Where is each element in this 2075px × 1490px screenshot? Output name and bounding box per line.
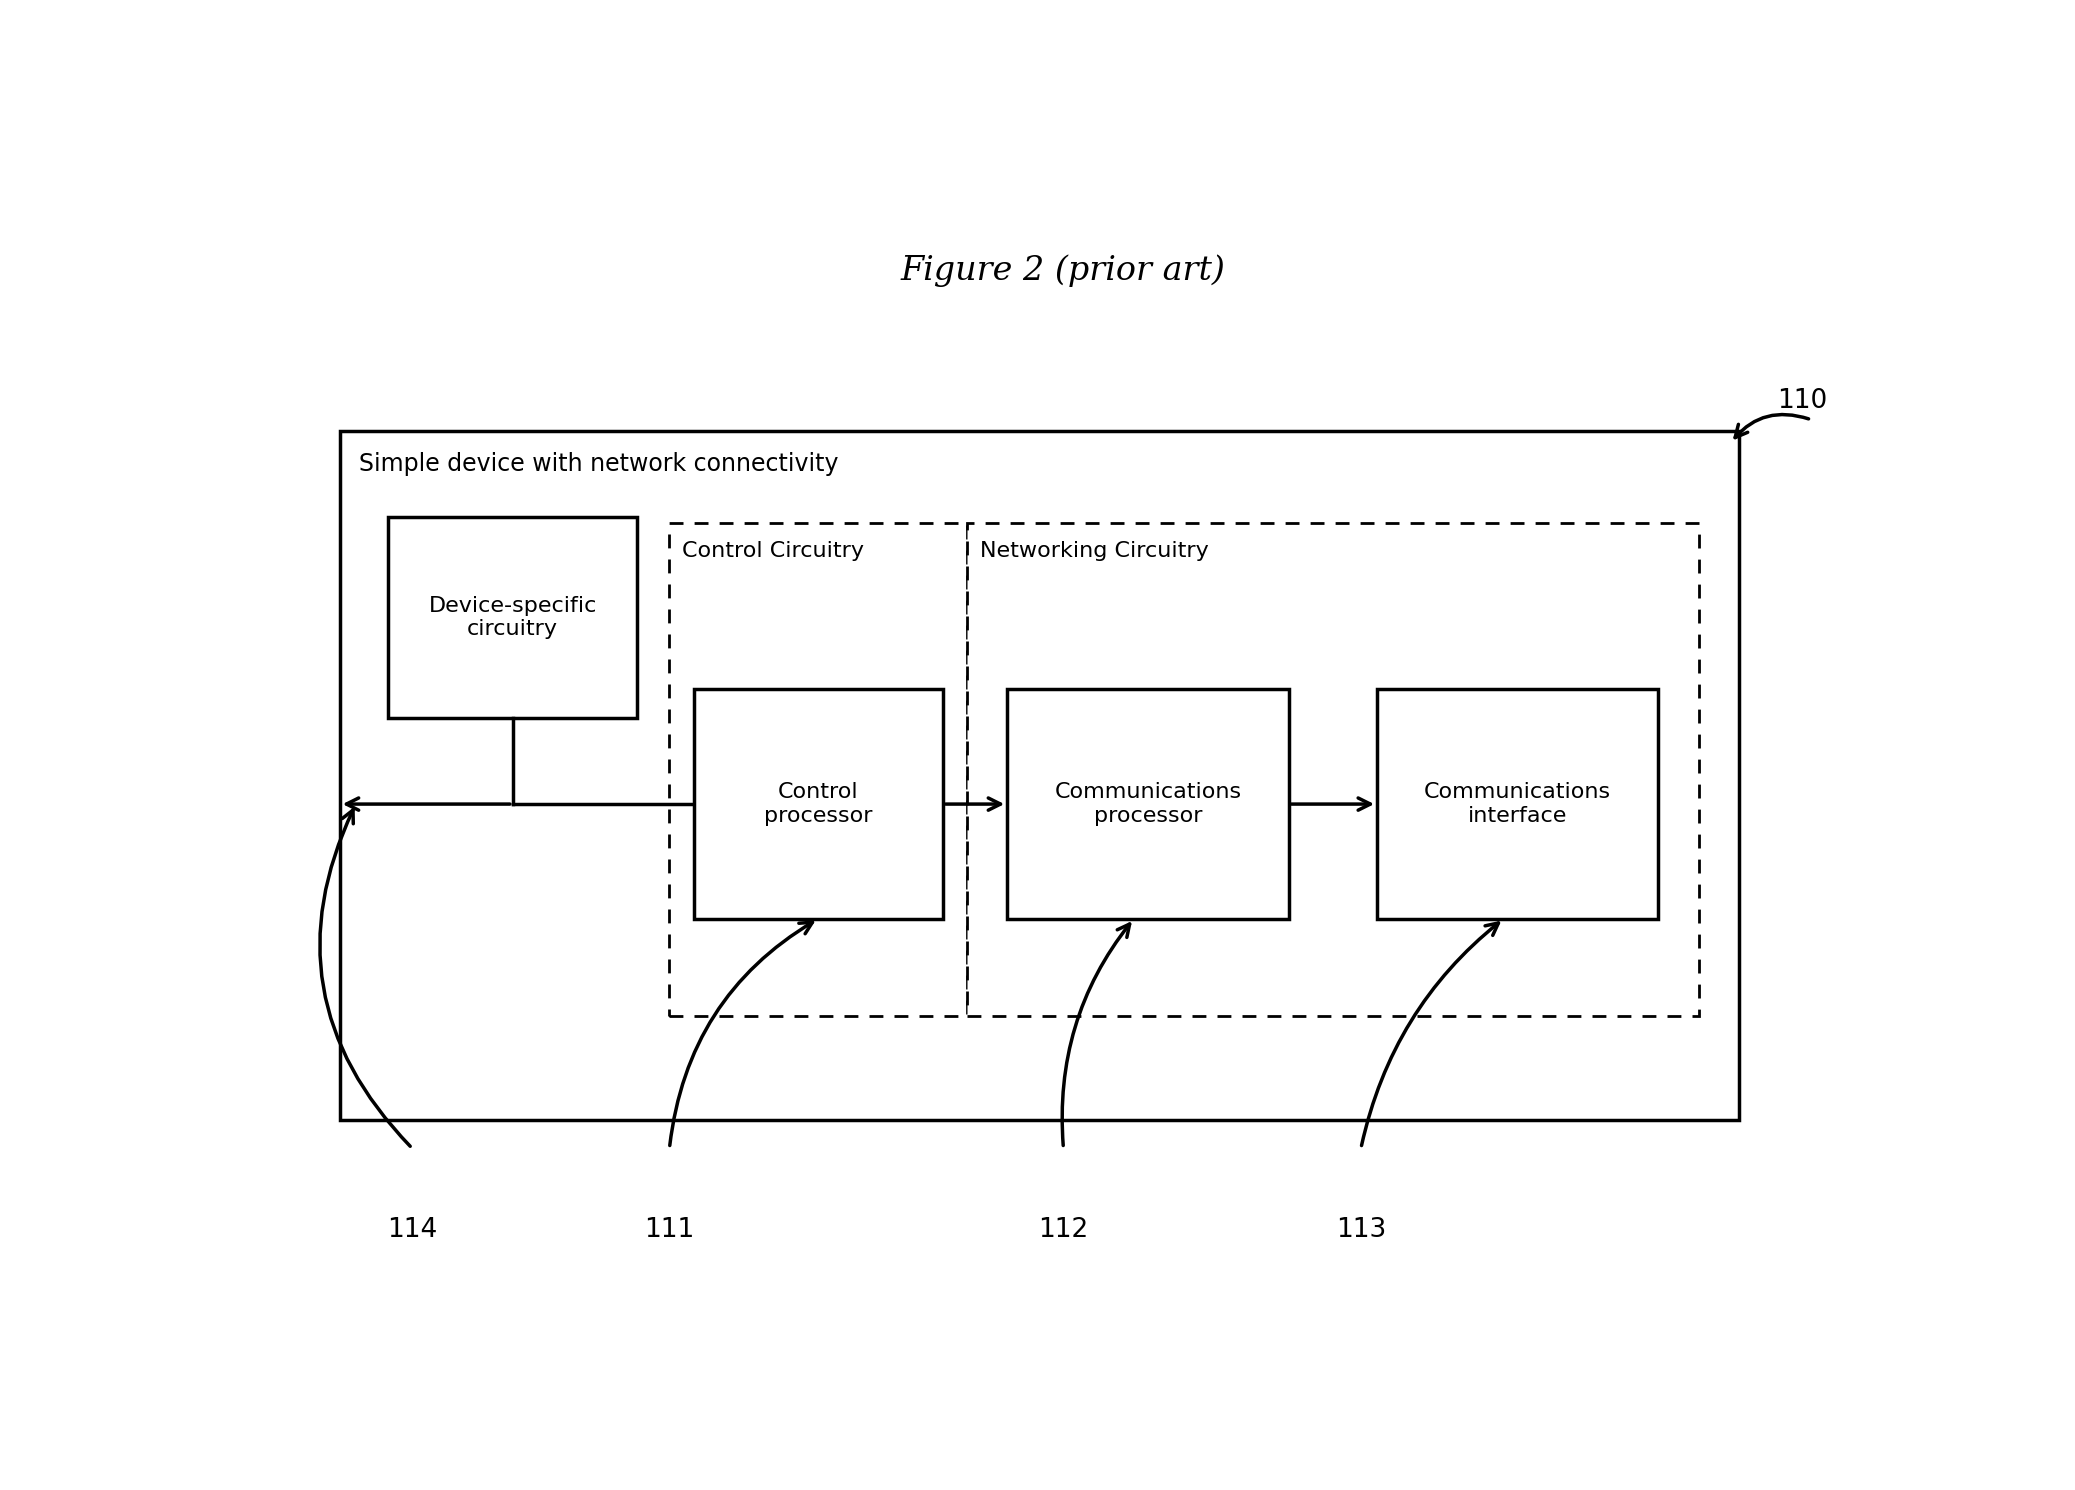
Bar: [1378, 690, 1658, 919]
Text: Simple device with network connectivity: Simple device with network connectivity: [359, 451, 838, 475]
Bar: [693, 690, 942, 919]
Text: 113: 113: [1336, 1217, 1386, 1243]
Text: 111: 111: [645, 1217, 695, 1243]
Bar: [967, 523, 1699, 1016]
Bar: [1006, 690, 1289, 919]
Bar: [670, 523, 967, 1016]
Text: 110: 110: [1776, 387, 1828, 414]
Text: Control
processor: Control processor: [764, 782, 872, 825]
Text: 114: 114: [388, 1217, 438, 1243]
Text: Communications
interface: Communications interface: [1423, 782, 1612, 825]
Text: Control Circuitry: Control Circuitry: [683, 541, 865, 562]
Text: Device-specific
circuitry: Device-specific circuitry: [427, 596, 598, 639]
Text: Networking Circuitry: Networking Circuitry: [979, 541, 1208, 562]
Bar: [340, 431, 1739, 1119]
Bar: [388, 517, 637, 718]
Text: 112: 112: [1038, 1217, 1089, 1243]
Text: Figure 2 (prior art): Figure 2 (prior art): [901, 255, 1226, 288]
Text: Communications
processor: Communications processor: [1054, 782, 1241, 825]
